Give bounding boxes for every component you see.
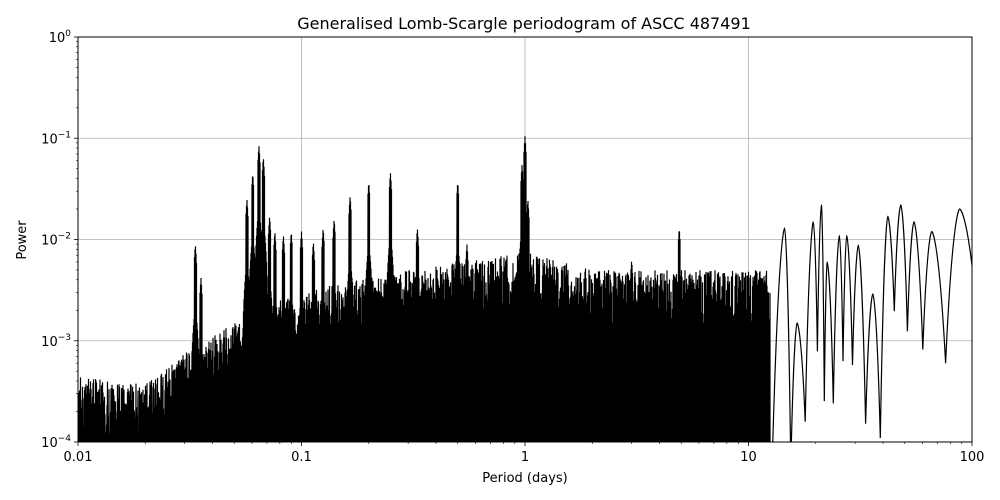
x-axis-label: Period (days)	[482, 471, 568, 486]
chart-title: Generalised Lomb-Scargle periodogram of …	[297, 14, 751, 33]
y-tick-label: 10−3	[41, 333, 71, 350]
y-axis-label: Power	[15, 220, 30, 260]
x-tick-label: 100	[960, 450, 985, 465]
x-tick-label: 0.1	[291, 450, 312, 465]
y-tick-label: 10−2	[41, 232, 71, 249]
y-axis-ticks: 100 10−1 10−2 10−3 10−4	[41, 29, 78, 451]
x-axis-ticks: 0.01 0.1 1 10 100	[64, 442, 985, 465]
x-tick-label: 0.01	[64, 450, 93, 465]
y-tick-label: 10−1	[41, 130, 71, 147]
plot-area	[78, 136, 972, 442]
periodogram-line	[78, 136, 972, 442]
x-tick-label: 1	[521, 450, 529, 465]
x-tick-label: 10	[740, 450, 757, 465]
y-tick-label: 10−4	[41, 434, 71, 451]
y-tick-label: 100	[49, 29, 72, 46]
